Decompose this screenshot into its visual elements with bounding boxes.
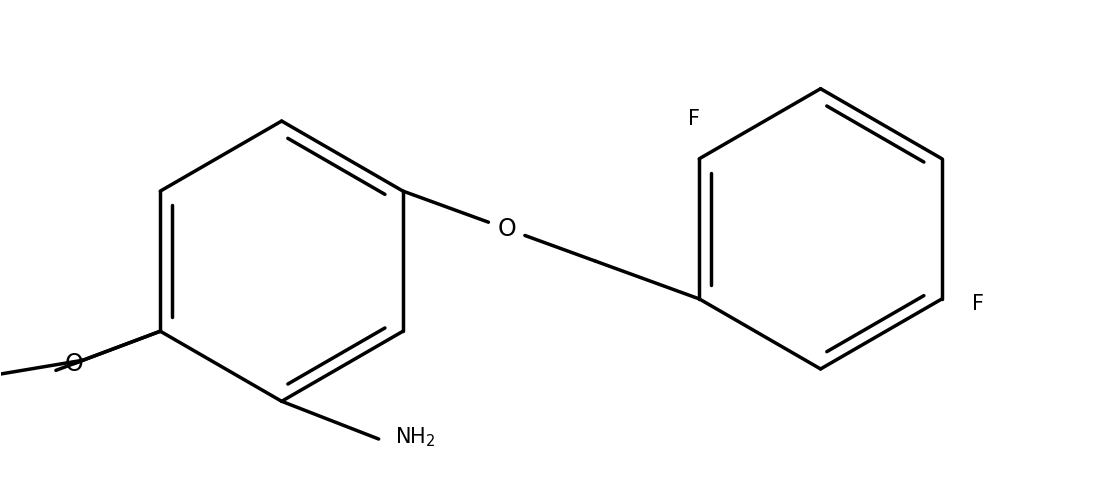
Text: NH$_2$: NH$_2$ [395,425,435,449]
Text: F: F [688,109,700,128]
Text: O: O [498,217,516,241]
Text: F: F [972,294,984,314]
Text: O: O [65,351,83,375]
